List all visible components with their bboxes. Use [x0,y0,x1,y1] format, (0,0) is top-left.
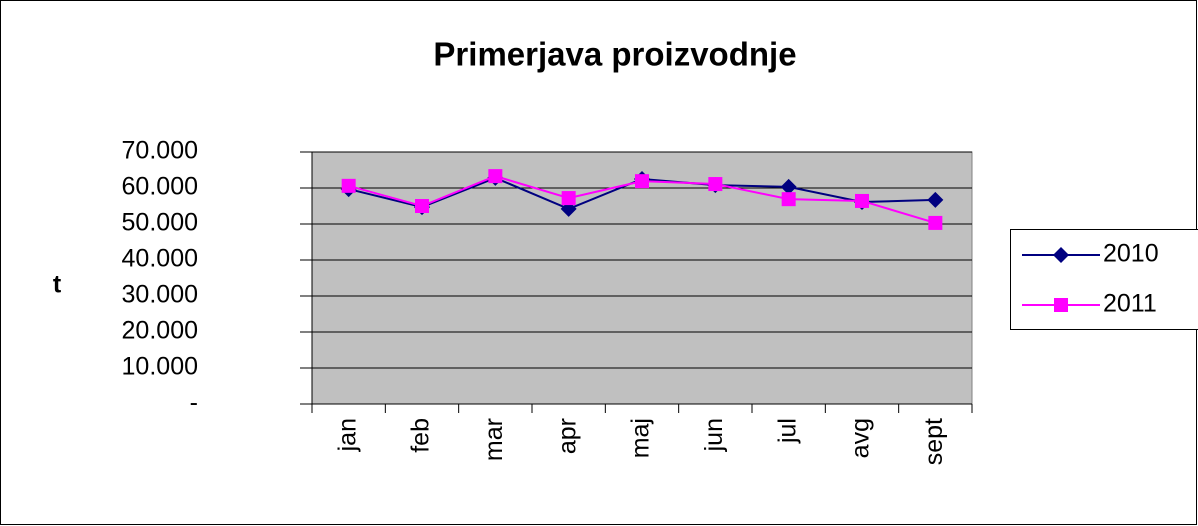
legend-label: 2010 [1103,240,1159,268]
x-tick-label: feb [407,418,435,453]
data-point [708,177,723,192]
data-point [928,215,943,230]
y-tick-label: 40.000 [122,245,198,273]
y-axis-label: t [53,271,62,299]
x-tick-label: jan [333,418,361,452]
data-point [927,191,944,208]
legend-box [1010,229,1198,330]
legend-marker [1053,247,1069,263]
plot-area [311,151,973,405]
data-point [635,174,649,189]
x-tick-label: apr [553,418,581,454]
data-point [488,169,503,184]
data-point [780,178,797,195]
data-point [855,193,869,208]
y-tick-label: 20.000 [122,317,198,345]
legend-marker [1054,298,1068,312]
data-point [341,178,356,193]
y-tick-label: - [190,389,198,417]
data-point [415,199,429,213]
x-tick-label: sept [920,418,948,465]
chart-title: Primerjava proizvodnje [433,36,796,73]
y-tick-label: 50.000 [122,209,198,237]
x-tick-label: maj [627,418,655,458]
y-tick-label: 30.000 [122,281,198,309]
data-point [781,192,796,207]
legend: 2010 2011 [1010,229,1198,330]
x-tick-label: jun [700,418,728,452]
x-tick-label: avg [847,418,875,458]
y-tick-label: 10.000 [122,353,198,381]
legend-label: 2011 [1103,290,1157,318]
x-tick-label: jul [773,418,801,444]
data-point [561,191,576,206]
y-tick-label: 70.000 [122,137,198,165]
y-tick-label: 60.000 [122,173,198,201]
x-tick-label: mar [480,418,508,461]
